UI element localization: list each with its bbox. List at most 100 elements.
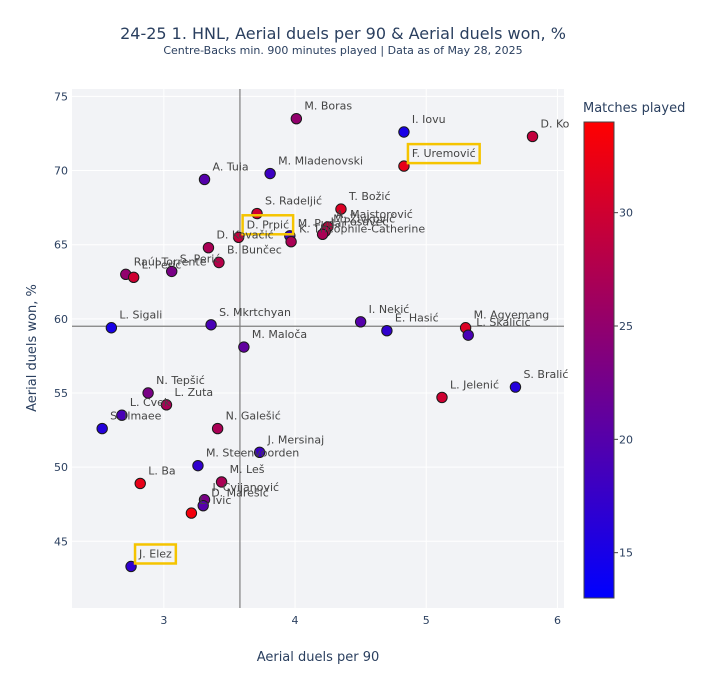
point-label: M. Živković <box>333 212 395 225</box>
point-label: D. Kovačić <box>216 229 273 242</box>
data-point <box>127 271 140 284</box>
data-point <box>381 325 393 337</box>
data-point <box>197 499 209 512</box>
y-tick-label: 70 <box>54 165 68 178</box>
point-label: N. Tepšić <box>156 374 205 387</box>
point-label: M. Boras <box>304 100 352 113</box>
point-label: K. Theophile-Catherine <box>299 223 425 236</box>
point-label: D. Prpić <box>247 218 290 231</box>
data-point <box>509 381 522 393</box>
data-points <box>96 112 539 573</box>
point-label: S. Radeljić <box>265 195 322 208</box>
data-point <box>354 316 367 328</box>
point-label: J. Elez <box>138 547 172 560</box>
data-point <box>213 256 225 269</box>
data-point <box>125 560 137 573</box>
colorbar-ticks: 15 20 25 30 <box>614 207 633 560</box>
point-label: L. Peric <box>142 258 182 271</box>
data-point <box>238 341 250 353</box>
data-point <box>211 422 224 435</box>
highlight-box <box>241 214 295 236</box>
data-point <box>232 231 245 243</box>
x-axis-label: Aerial duels per 90 <box>257 650 380 665</box>
point-label: D. Ko <box>541 117 570 130</box>
point-label: L. Posavec <box>331 215 389 228</box>
highlight-box <box>406 142 481 165</box>
data-point <box>436 391 448 404</box>
point-label: L. Cvek <box>130 396 171 409</box>
data-point <box>116 409 128 421</box>
colorbar <box>583 121 615 599</box>
data-point <box>290 112 303 125</box>
point-label: M. Mladenovski <box>278 155 363 168</box>
data-point <box>96 422 108 435</box>
point-label: B. Bunčec <box>227 243 282 256</box>
y-tick-label: 50 <box>54 461 68 474</box>
point-label: L. Zuta <box>174 386 213 399</box>
grid-lines <box>72 89 564 608</box>
data-point <box>142 387 154 399</box>
point-label: L. Jelenić <box>450 378 499 391</box>
point-label: Raúl Torrente <box>134 255 207 268</box>
point-label: L. Skaličić <box>476 316 530 329</box>
point-label: S. Ilmaee <box>110 410 161 423</box>
y-tick-label: 45 <box>54 535 68 548</box>
y-tick-label: 55 <box>54 387 68 400</box>
point-label: M. Pudar <box>298 217 347 230</box>
data-point <box>316 228 329 241</box>
data-point <box>335 203 347 215</box>
data-point <box>134 477 146 490</box>
colorbar-tick-label: 30 <box>619 207 633 220</box>
data-point <box>285 236 297 248</box>
data-point <box>160 399 173 411</box>
point-label: I. Nekić <box>369 303 410 316</box>
point-label: N. Galešić <box>226 410 281 423</box>
data-point <box>251 207 263 220</box>
point-label: S. Bralić <box>523 368 568 381</box>
point-label: M. Steenvoorden <box>206 447 299 460</box>
point-label: A. Majstorović <box>336 208 413 221</box>
x-tick-label: 6 <box>554 614 561 627</box>
point-label: S. Perić <box>180 252 221 265</box>
point-label: I. Iovu <box>412 113 446 126</box>
data-point <box>398 160 410 172</box>
point-label: L. Ivic <box>199 494 231 507</box>
colorbar-tick-label: 15 <box>619 547 633 560</box>
data-point <box>192 459 204 472</box>
chart-title: 24-25 1. HNL, Aerial duels per 90 & Aeri… <box>120 24 566 43</box>
data-point <box>105 322 118 334</box>
data-point <box>526 130 539 143</box>
y-tick-label: 65 <box>54 239 68 252</box>
y-tick-label: 75 <box>54 90 68 103</box>
data-point <box>198 173 211 186</box>
point-label: M. Leš <box>230 463 265 476</box>
data-point <box>205 319 217 331</box>
data-point <box>185 507 198 519</box>
point-label: I. Cvijanović <box>213 481 280 494</box>
point-labels: M. Boras I. Iovu D. Ko F. Uremović M. Mladen… <box>110 100 570 565</box>
data-point <box>264 167 276 180</box>
point-label: F. Uremović <box>412 147 476 160</box>
data-point <box>166 265 178 278</box>
point-label: D. Marešić <box>211 487 269 500</box>
point-label: M. Agyemang <box>474 309 550 322</box>
data-point <box>215 476 228 488</box>
point-label: J. Mersinaj <box>267 433 325 446</box>
point-label: T. Božić <box>348 190 391 203</box>
point-label: S. Mkrtchyan <box>219 306 291 319</box>
plot-area <box>72 89 564 608</box>
data-point <box>398 126 410 138</box>
x-tick-label: 3 <box>160 614 167 627</box>
data-point <box>202 241 215 254</box>
colorbar-tick-label: 20 <box>619 433 633 446</box>
point-label: L. Ba <box>148 464 175 477</box>
point-label: A. Tuia <box>213 160 249 173</box>
point-label: L. Sigali <box>119 309 162 322</box>
colorbar-title: Matches played <box>583 101 685 116</box>
colorbar-tick-label: 25 <box>619 320 633 333</box>
x-tick-label: 5 <box>423 614 430 627</box>
point-label: M. Maloča <box>252 328 307 341</box>
